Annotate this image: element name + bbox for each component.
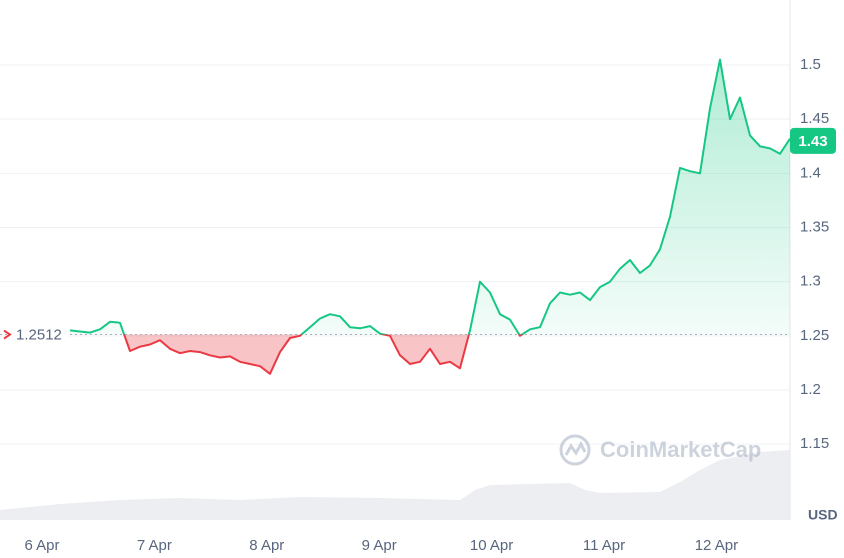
y-tick-label: 1.5 [800,56,821,73]
y-tick-label: 1.35 [800,218,829,235]
x-tick-label: 11 Apr [583,537,625,554]
price-area [70,59,790,374]
y-tick-label: 1.45 [800,110,829,127]
open-marker [3,329,12,340]
price-badge [790,127,836,154]
x-tick-label: 9 Apr [362,537,397,554]
x-tick-label: 8 Apr [249,537,284,554]
y-tick-label: 1.3 [800,273,821,290]
price-line [69,58,791,375]
volume-area [0,450,790,520]
x-tick-label: 7 Apr [137,537,172,554]
currency-label: USD [808,507,838,523]
y-tick-label: 1.15 [800,435,829,452]
open-label: 1.2512 [16,327,62,344]
watermark: CoinMarketCap [559,434,761,466]
x-tick-label: 12 Apr [695,537,738,554]
price-badge-label: 1.43 [798,133,827,150]
y-tick-label: 1.4 [800,164,821,181]
x-tick-label: 6 Apr [24,537,59,554]
y-tick-label: 1.2 [800,381,821,398]
watermark-text: CoinMarketCap [600,437,761,462]
y-tick-label: 1.25 [800,327,829,344]
x-tick-label: 10 Apr [470,537,513,554]
open-label-bg [10,324,68,345]
